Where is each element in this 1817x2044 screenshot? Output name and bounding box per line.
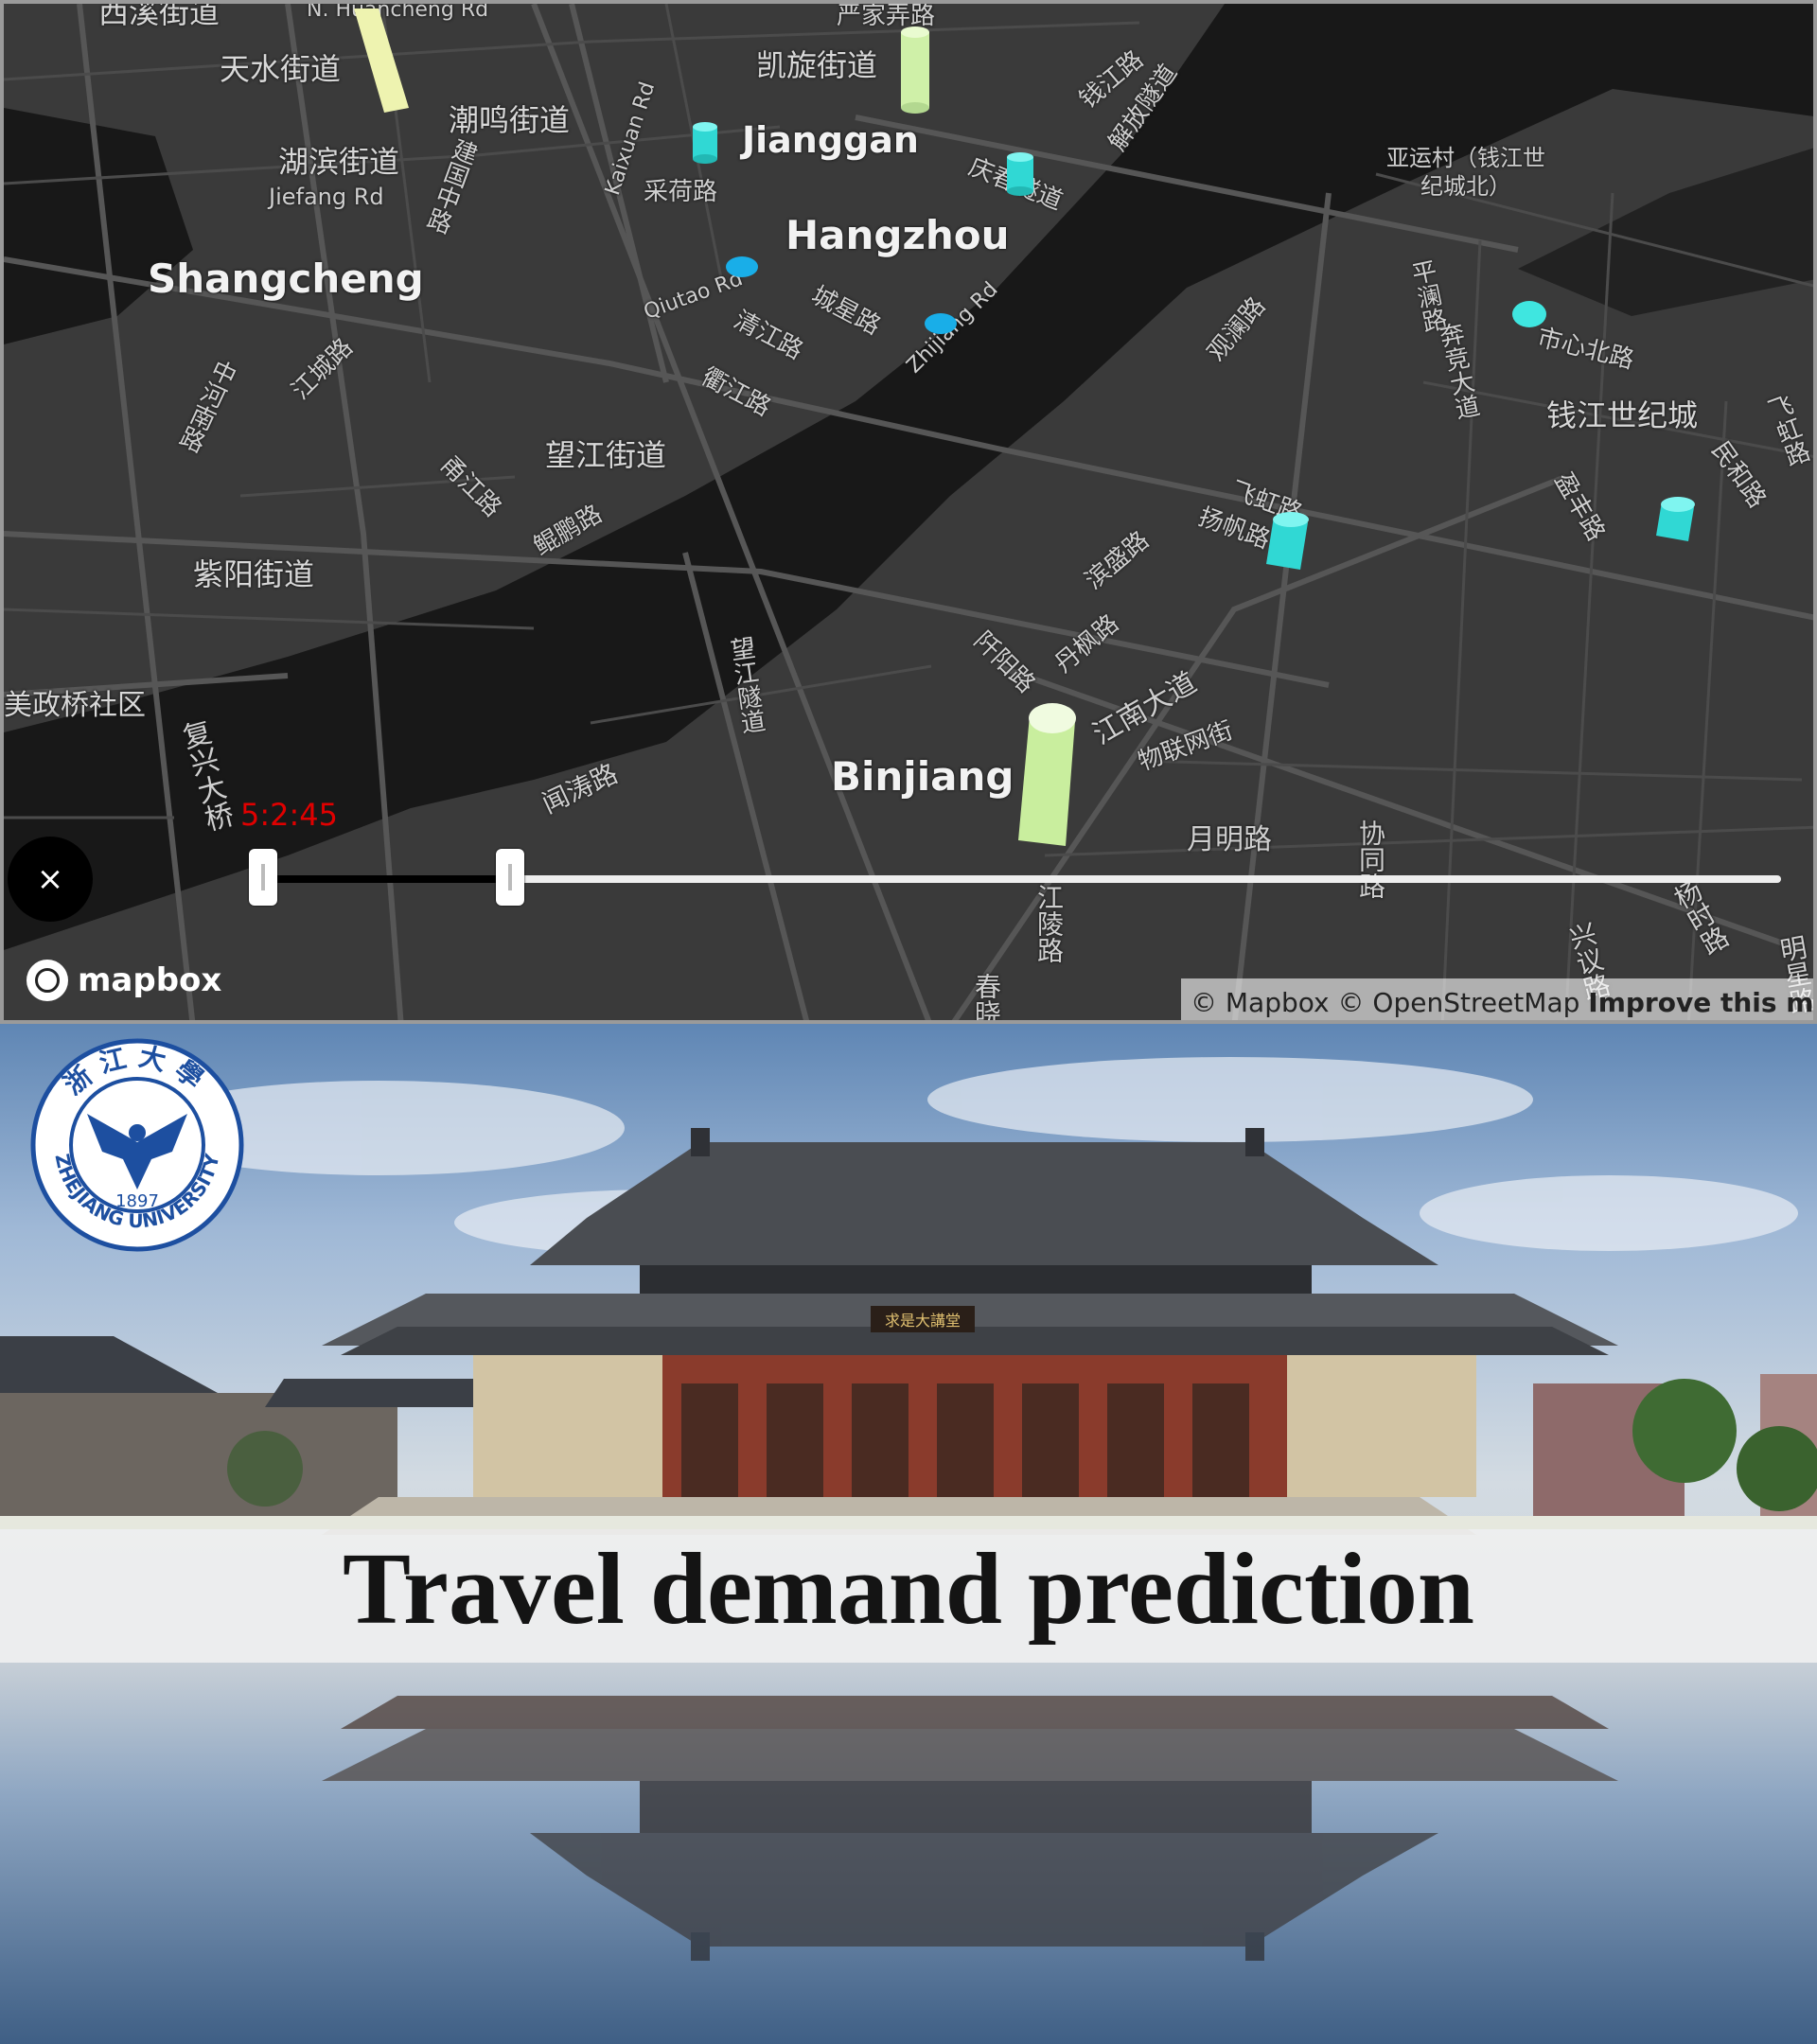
map-base-layer (4, 4, 1813, 1020)
eagle-icon (87, 1114, 187, 1189)
logo-year: 1897 (115, 1191, 159, 1211)
attribution-osm-link[interactable]: © OpenStreetMap (1337, 987, 1580, 1018)
demand-cylinder-cyan[interactable] (1512, 301, 1546, 327)
label-district: 西溪街道 (98, 0, 221, 30)
map-attribution: © Mapbox © OpenStreetMap Improve this ma… (1181, 978, 1814, 1020)
label-district: 潮鸣街道 (449, 102, 571, 138)
time-slider-selected-range[interactable] (262, 875, 511, 883)
label-city: Hangzhou (785, 212, 1010, 258)
label-road: Jiefang Rd (269, 184, 384, 210)
label-district: 湖滨街道 (278, 144, 400, 180)
attribution-mapbox-link[interactable]: © Mapbox (1191, 987, 1330, 1018)
label-road: 月明路 (1187, 823, 1272, 856)
label-district: 美政桥社区 (4, 689, 146, 722)
close-button[interactable]: × (8, 837, 93, 922)
label-district: 望江街道 (545, 437, 667, 473)
demand-cylinder-green[interactable] (901, 26, 929, 114)
demand-cylinder-blue[interactable] (925, 313, 957, 334)
time-slider-start-handle[interactable] (248, 849, 277, 906)
time-readout: 5:2:45 (240, 797, 338, 833)
demand-cylinder-blue[interactable] (726, 256, 758, 277)
label-road: N. Huancheng Rd (307, 0, 489, 22)
hall-plaque: 求是大講堂 (885, 1312, 961, 1330)
label-road: 严家弄路 (837, 2, 936, 30)
demand-cylinder-cyan[interactable] (1266, 512, 1309, 570)
title-band: Travel demand prediction (0, 1516, 1817, 1663)
demand-cylinders-layer (354, 9, 1695, 846)
zhejiang-university-logo: 浙江大學 ZHEJIANG UNIVERSITY 1897 (30, 1038, 244, 1252)
label-district-major: Shangcheng (148, 256, 424, 302)
label-place: 亚运村（钱江世纪城北） (1386, 145, 1545, 200)
demand-cylinder-green[interactable] (354, 9, 409, 113)
mapbox-logo[interactable]: mapbox (26, 960, 221, 1001)
improve-map-link[interactable]: Improve this map (1588, 987, 1814, 1018)
label-road: 协同路 (1355, 819, 1386, 899)
label-district: 凯旋街道 (756, 47, 878, 83)
banner: 求是大講堂 Travel demand prediction 浙江大學 ZHEJ… (0, 1024, 1817, 2044)
time-slider-track[interactable] (510, 875, 1781, 883)
demand-cylinder-green[interactable] (1018, 703, 1076, 846)
label-district-major: Binjiang (831, 753, 1014, 800)
label-district: 天水街道 (220, 51, 342, 87)
label-road: 江陵路 (1033, 884, 1065, 963)
time-slider-end-handle[interactable] (496, 849, 525, 906)
label-road: 春晓路 (971, 973, 1002, 1024)
map-view[interactable]: 西溪街道 N. Huancheng Rd 天水街道 潮鸣街道 湖滨街道 Jief… (0, 0, 1817, 1024)
demand-cylinder-cyan[interactable] (1656, 497, 1695, 541)
label-district: 紫阳街道 (193, 556, 315, 592)
label-district: 钱江世纪城 (1546, 397, 1699, 433)
hall-photo: 求是大講堂 (0, 1057, 1817, 1961)
label-district-major: Jianggan (742, 119, 919, 161)
page-title: Travel demand prediction (342, 1533, 1474, 1646)
label-road: 采荷路 (644, 178, 718, 206)
demand-cylinder-cyan[interactable] (693, 122, 717, 164)
mapbox-logo-text: mapbox (78, 961, 222, 999)
mapbox-icon (26, 960, 68, 1001)
demand-cylinder-cyan[interactable] (1007, 152, 1033, 196)
